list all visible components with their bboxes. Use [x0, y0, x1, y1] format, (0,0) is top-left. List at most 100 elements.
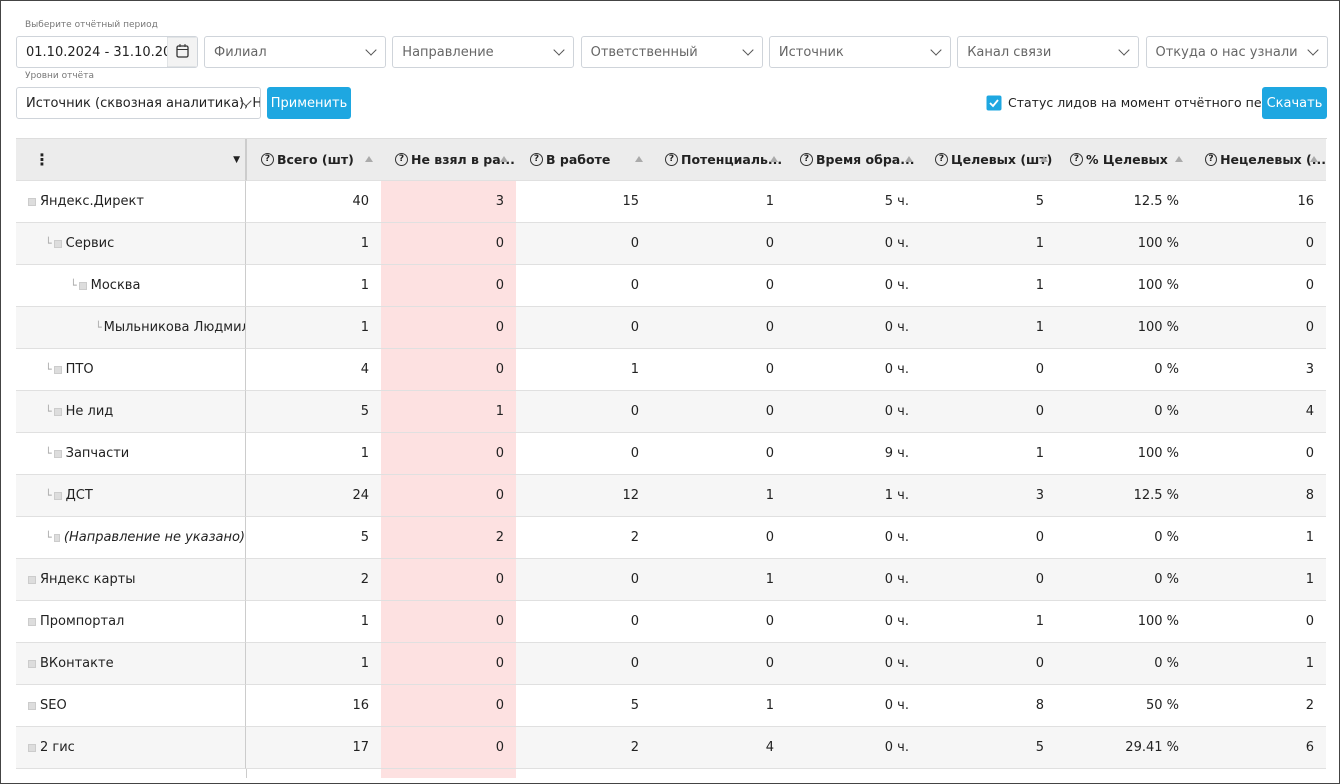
table-cell: 0 ч. — [786, 223, 921, 265]
table-cell: 100 % — [1056, 433, 1191, 475]
table-cell: 1 — [921, 433, 1056, 475]
table-cell: 0 — [381, 307, 516, 349]
expand-toggle[interactable] — [78, 281, 87, 290]
table-cell: 0 — [381, 223, 516, 265]
table-cell: 2 — [516, 517, 651, 559]
tree-connector: └ — [45, 447, 52, 460]
table-cell: 3 — [1191, 349, 1326, 391]
column-title: Потенциаль... — [681, 152, 783, 167]
table-cell: 0 — [381, 601, 516, 643]
chevron — [1306, 44, 1319, 56]
expand-toggle[interactable] — [28, 659, 36, 668]
expand-toggle[interactable] — [53, 239, 62, 248]
table-cell: 0 % — [1056, 643, 1191, 685]
calendar-button[interactable] — [167, 37, 198, 67]
row-label: └ (Направление не указано) — [16, 517, 246, 559]
expand-toggle[interactable] — [53, 491, 62, 500]
column-header[interactable]: ? Время обра... — [786, 139, 921, 181]
dropdown-text: Откуда о нас узнали — [1155, 44, 1298, 60]
row-label: └ ПТО — [16, 349, 246, 391]
row-label: SEO — [16, 685, 246, 727]
column-title: Не взял в ра... — [411, 152, 515, 167]
table-cell: 0 — [381, 727, 516, 769]
table-cell: 1 — [1191, 559, 1326, 601]
table-cell: 0 — [1191, 265, 1326, 307]
period-text: 01.10.2024 - 31.10.2024 — [26, 44, 188, 60]
expand-toggle[interactable] — [53, 365, 62, 374]
period-input[interactable]: 01.10.2024 - 31.10.2024 — [16, 36, 198, 68]
table-cell: 5 — [246, 391, 381, 433]
row-name: (Направление не указано) — [63, 530, 245, 545]
expand-toggle[interactable] — [53, 407, 62, 416]
period-label: Выберите отчётный период — [25, 20, 158, 30]
table-cell: 40 — [246, 181, 381, 223]
table-cell: 0 — [921, 643, 1056, 685]
table-cell: 3 — [921, 475, 1056, 517]
column-header[interactable]: ? Нецелевых (... — [1191, 139, 1326, 181]
row-label: └ Не лид — [16, 391, 246, 433]
apply-button[interactable]: Применить — [267, 87, 351, 119]
row-name: ПТО — [65, 362, 94, 377]
expand-toggle[interactable] — [28, 575, 36, 584]
filter-dropdown[interactable]: Филиал — [204, 36, 386, 68]
table-cell: 17 — [246, 727, 381, 769]
column-title: Всего (шт) — [277, 152, 354, 167]
expand-toggle[interactable] — [28, 701, 36, 710]
table-cell: 0 — [516, 643, 651, 685]
levels-select[interactable]: Источник (сквозная аналитика), Нап — [16, 87, 261, 119]
help-icon: ? — [800, 153, 813, 166]
table-cell: 0 ч. — [786, 643, 921, 685]
filter-dropdown[interactable]: Канал связи — [957, 36, 1140, 68]
row-label: Яндекс карты — [16, 559, 246, 601]
table-cell: 15 — [516, 181, 651, 223]
table-cell: 1 — [921, 223, 1056, 265]
column-header[interactable]: ? Потенциаль... — [651, 139, 786, 181]
row-name: Сервис — [65, 236, 115, 251]
table-cell: 4 — [651, 727, 786, 769]
table-cell: 0 — [921, 559, 1056, 601]
table-cell: 5 — [921, 181, 1056, 223]
row-name: ВКонтакте — [40, 656, 114, 671]
row-name: Запчасти — [65, 446, 130, 461]
report-table: ⋮ ▼? Всего (шт)? Не взял в ра...? В работе? П… — [16, 138, 1327, 778]
expand-toggle[interactable] — [53, 533, 60, 542]
row-label: └ Запчасти — [16, 433, 246, 475]
tree-connector: └ — [45, 237, 52, 250]
expand-toggle[interactable] — [28, 197, 36, 206]
row-label: Промпортал — [16, 601, 246, 643]
table-cell: 1 — [246, 223, 381, 265]
table-cell: 100 % — [1056, 265, 1191, 307]
filter-dropdown[interactable]: Откуда о нас узнали — [1145, 36, 1328, 68]
menu-icon[interactable]: ⋮ — [34, 150, 50, 169]
column-header[interactable]: ?% Целевых — [1056, 139, 1191, 181]
expand-toggle[interactable] — [28, 617, 36, 626]
table-cell: 1 — [651, 475, 786, 517]
table-cell: 0 — [651, 433, 786, 475]
column-header[interactable]: ? В работе — [516, 139, 651, 181]
column-header[interactable]: ? Всего (шт) — [246, 139, 381, 181]
column-header[interactable]: ? Не взял в ра... — [381, 139, 516, 181]
table-cell: 100 % — [1056, 223, 1191, 265]
filter-dropdown[interactable]: Направление — [392, 36, 575, 68]
dropdown-arrow[interactable]: ▼ — [233, 154, 240, 165]
table-cell: 0 — [516, 559, 651, 601]
expand-toggle[interactable] — [53, 449, 62, 458]
help-icon: ? — [395, 153, 408, 166]
table-cell: 1 — [1191, 517, 1326, 559]
help-icon: ? — [935, 153, 948, 166]
table-cell: 0 ч. — [786, 517, 921, 559]
column-header[interactable]: ? Целевых (шт) — [921, 139, 1056, 181]
status-checkbox[interactable] — [986, 95, 1002, 111]
download-button[interactable]: Скачать — [1262, 87, 1327, 119]
table-cell: 12 — [516, 475, 651, 517]
filter-dropdown[interactable]: Ответственный — [580, 36, 763, 68]
table-cell: 0 — [651, 643, 786, 685]
table-cell: 0 — [381, 643, 516, 685]
expand-toggle[interactable] — [28, 743, 36, 752]
filter-dropdown[interactable]: Источник — [768, 36, 951, 68]
table-cell: 1 — [921, 601, 1056, 643]
table-cell: 2 — [246, 559, 381, 601]
table-cell: 0 ч. — [786, 727, 921, 769]
tree-connector: └ — [95, 321, 102, 334]
table-cell: 50 % — [1056, 685, 1191, 727]
